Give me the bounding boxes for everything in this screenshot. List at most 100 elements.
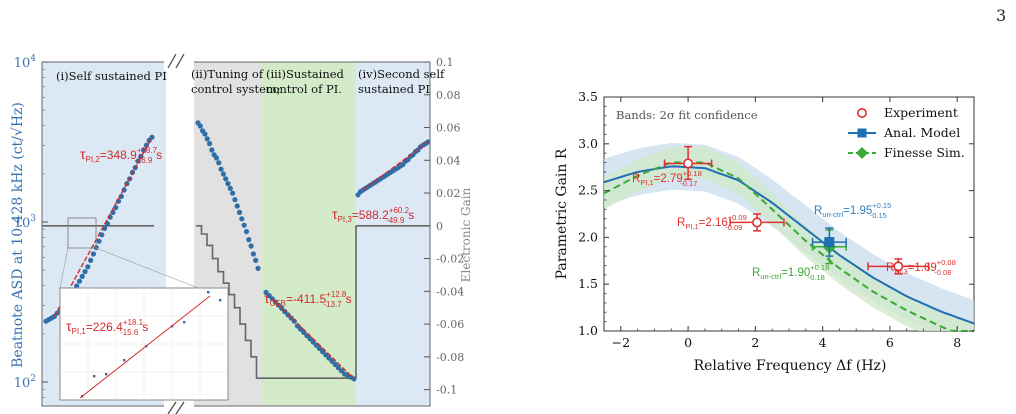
phase-label: (iv)Second self [358,67,445,81]
right-ylabel: Parametric Gain R [554,148,570,279]
axis-break-top [164,52,194,70]
asd-point [216,160,222,166]
anal-model-line [603,165,975,325]
asd-point [248,243,254,249]
asd-point [88,257,94,263]
gain-line-ii [196,225,262,379]
left-y2-tick-label: 0.04 [436,154,461,167]
left-y-tick-label: 103 [14,214,37,231]
asd-point [232,197,238,203]
legend-label: Finesse Sim. [884,145,965,160]
zoom-inset [59,287,229,401]
experiment-point [683,158,694,169]
left-y-tick-label: 102 [14,374,36,391]
asd-point [230,190,236,196]
x-tick-label: 4 [819,335,827,350]
phase-label: control system; [191,82,281,96]
asd-point [85,264,91,270]
inset-point [105,373,108,376]
x-tick-label: 8 [953,335,961,350]
asd-point [74,283,80,289]
phase-labels: (i)Self sustained PI (ii)Tuning ofcontrol… [56,67,445,96]
right-chart: −2 0 2 4 6 8 1.0 1.5 2.0 2.5 3.0 3.5 Relative Frequ… [554,89,975,374]
inset-point [219,299,222,302]
asd-point [297,326,304,332]
asd-point [213,155,220,161]
left-y-ticks: 102 103 104 [14,54,48,398]
asd-point [241,222,247,228]
y-tick-label: 3.5 [578,89,598,104]
y-tick-label: 3.0 [578,136,598,151]
gain-annotation: RPI,1=2.16+0.09 -0.09 [677,213,747,232]
asd-point [255,265,261,271]
asd-point [329,358,335,364]
asd-point [99,232,105,238]
right-xlabel: Relative Frequency Δf (Hz) [694,358,887,374]
right-ticks: −2 0 2 4 6 8 1.0 1.5 2.0 2.5 3.0 3.5 [578,89,974,350]
asd-point [110,209,116,215]
x-tick-label: 6 [886,335,894,350]
left-y2-tick-label: 0.02 [436,187,461,200]
zoom-connector-2 [59,247,69,289]
experiment-point [752,217,763,228]
left-y2-tick-label: -0.06 [436,318,464,331]
tau-annotation: τOFB=-411.5+12.8 -13.7 s [264,290,352,309]
asd-point [332,361,338,367]
legend-finesse-marker [856,147,868,159]
gain-trace [42,225,430,379]
left-y2-tick-label: 0.06 [436,122,461,135]
asd-point [149,134,155,140]
tau-annotation: τPI,3=588.2+60.2 -49.9 s [332,206,414,225]
asd-point [243,229,250,235]
asd-point [204,136,210,142]
zoom-marker-box [67,217,97,249]
asd-point [323,352,329,358]
asd-point [197,123,203,129]
model-marker [824,237,835,248]
left-y2-tick-label: -0.08 [436,351,464,364]
y-tick-label: 1.5 [578,276,598,291]
asd-point [218,166,224,172]
phase-label: sustained PI [358,82,430,96]
inset-point [183,321,186,324]
asd-point [225,181,231,187]
asd-point [250,251,256,257]
asd-point [326,355,332,361]
asd-point [246,237,252,243]
left-y-tick-label: 104 [14,54,37,71]
asd-point [79,273,85,279]
inset-point [93,375,96,378]
left-y2-tick-label: 0 [436,220,443,233]
right-annotations: RPI,1=2.79+0.18 -0.17 RPI,1=2.16+0.09 -0.09… [632,169,956,282]
x-tick-label: 2 [751,335,759,350]
left-y2-tick-label: -0.04 [436,285,464,298]
gain-annotation: Run-ctrl=1.90+0.18 -0.18 [752,263,829,282]
zoom-connector-1 [95,247,199,289]
left-chart: Beatnote ASD at 10.428 kHz (ct/√Hz) Elec… [10,52,473,414]
gain-annotation: RPI,3=1.69+0.08 -0.08 [886,258,956,277]
inset-point [207,291,210,294]
asd-point [253,257,259,263]
experiment-point [893,261,904,272]
left-y2label: Electronic Gain [459,187,473,282]
legend-label: Experiment [884,105,958,120]
legend: Experiment Anal. Model Finesse Sim. [848,105,965,160]
legend-experiment-marker [856,108,867,119]
asd-point [227,185,233,191]
phase-label: control of PI. [266,82,342,96]
fit-line [362,141,429,191]
inset-fit-line [79,295,211,399]
fit-line [53,136,153,317]
finesse-band [604,146,974,331]
left-annotations: τPI,2=348.9+18.7 -16.9 s τPI,3=588.2+60.2 -4… [66,146,414,337]
asd-point [141,147,147,153]
left-y2-tick-label: 0.08 [436,89,461,102]
legend-model-marker [857,128,867,138]
axis-break-bottom [164,400,194,414]
phase-label: (ii)Tuning of [191,67,264,81]
bands-note: Bands: 2σ fit confidence [616,108,758,122]
phase-label: (iii)Sustained [266,67,345,81]
fit-lines [53,136,429,380]
asd-point [236,209,243,215]
